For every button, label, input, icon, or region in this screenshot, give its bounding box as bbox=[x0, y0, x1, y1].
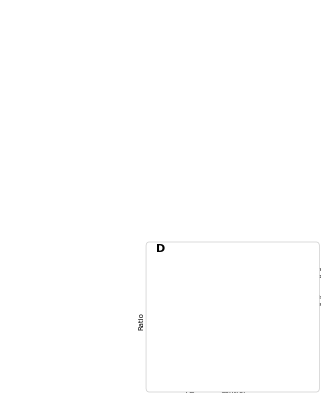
Bar bbox=[221, 258, 245, 272]
Text: D: D bbox=[156, 244, 165, 254]
Bar bbox=[179, 314, 202, 319]
Bar bbox=[179, 258, 202, 272]
Bar bbox=[179, 272, 202, 314]
Legend: excitatory neurons, inhibitory neurons, microglia, astrocytes, endothelial cells: excitatory neurons, inhibitory neurons, … bbox=[266, 258, 321, 316]
Bar bbox=[221, 272, 245, 316]
Bar bbox=[221, 339, 245, 384]
Bar bbox=[221, 322, 245, 330]
Bar bbox=[221, 330, 245, 333]
Y-axis label: Ratio: Ratio bbox=[139, 312, 145, 330]
Bar bbox=[221, 316, 245, 322]
Bar bbox=[179, 331, 202, 337]
Bar bbox=[179, 327, 202, 331]
Bar bbox=[179, 319, 202, 327]
Bar bbox=[179, 337, 202, 384]
Bar bbox=[221, 333, 245, 339]
